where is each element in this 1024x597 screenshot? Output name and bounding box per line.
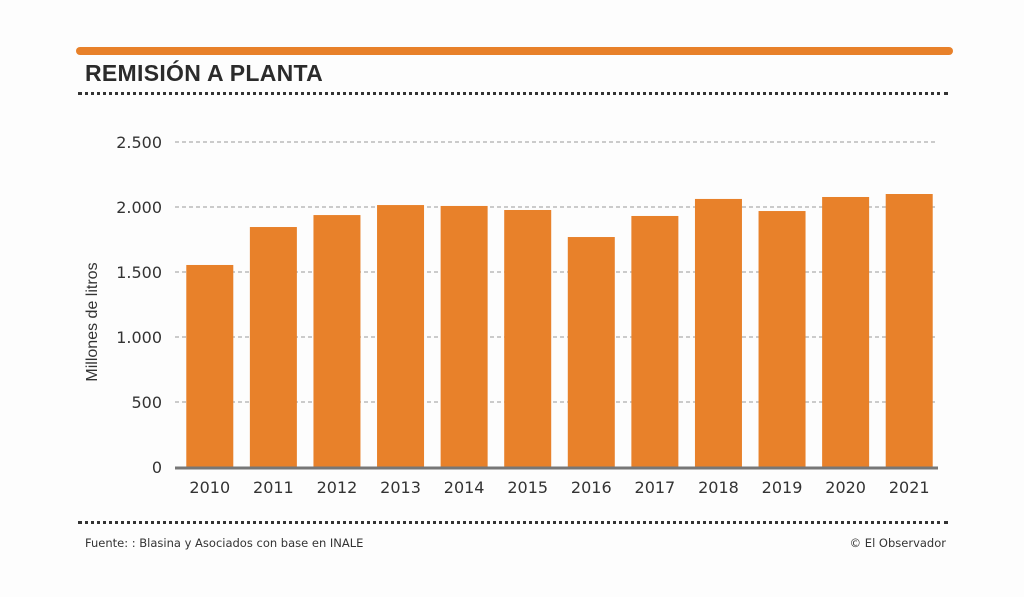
bar-2021 [885,194,933,467]
bar-2016 [567,237,615,467]
chart-title: REMISIÓN A PLANTA [85,60,324,86]
y-tick-label: 0 [152,458,162,477]
x-tick-label: 2010 [189,478,230,497]
y-axis-label: Millones de litros [84,262,101,381]
y-tick-label: 2.500 [116,133,162,152]
bar-2018 [694,198,742,467]
x-tick-label: 2011 [253,478,294,497]
y-tick-label: 2.000 [116,198,162,217]
x-axis-ticks: 2010 2011 2012 2013 2014 2015 2016 2017 2018 2019… [189,478,929,497]
x-tick-label: 2014 [444,478,485,497]
y-tick-label: 1.000 [116,328,162,347]
x-tick-label: 2021 [889,478,930,497]
x-tick-label: 2013 [380,478,421,497]
x-tick-label: 2020 [825,478,866,497]
x-tick-label: 2018 [698,478,739,497]
bar-2013 [377,205,425,468]
accent-bar [76,47,953,55]
y-tick-label: 1.500 [116,263,162,282]
credit-note: © El Observador [849,536,946,550]
y-axis-ticks: 0 500 1.000 1.500 2.000 2.500 [116,133,162,477]
x-tick-label: 2016 [571,478,612,497]
x-tick-label: 2015 [507,478,548,497]
bar-2010 [186,264,234,467]
x-tick-label: 2017 [635,478,676,497]
gridlines [175,141,938,403]
x-tick-label: 2012 [317,478,358,497]
bar-2019 [758,211,806,467]
title-divider [78,92,948,95]
y-tick-label: 500 [131,393,162,412]
bars [175,194,938,470]
bar-2020 [822,196,870,468]
x-tick-label: 2019 [762,478,803,497]
bar-2011 [249,227,297,467]
bar-2017 [631,215,679,467]
bar-2015 [504,209,552,468]
bar-2014 [440,205,488,467]
source-note: Fuente: : Blasina y Asociados con base e… [85,536,364,550]
bar-2012 [313,215,361,467]
footer-divider [78,521,948,524]
